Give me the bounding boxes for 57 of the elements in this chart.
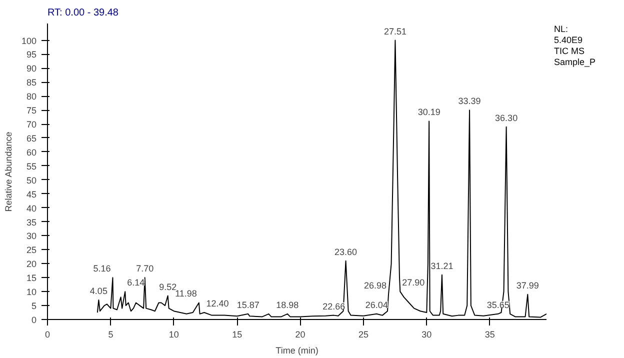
y-tick-label: 50 — [26, 175, 37, 186]
y-tick-label: 65 — [26, 133, 37, 144]
x-tick-label: 15 — [232, 330, 242, 340]
text: Sample_P — [554, 57, 596, 68]
annotation: 12.40 — [206, 298, 229, 309]
annotation: 6.14 — [127, 278, 145, 288]
text: 5.40E9 — [554, 35, 583, 46]
x-tick-label: 10 — [168, 330, 179, 340]
annotation: 4.05 — [90, 286, 108, 296]
y-tick-label: 55 — [26, 161, 37, 172]
annotation: 35.65 — [486, 300, 510, 310]
annotation: 15.87 — [236, 300, 260, 310]
x-tick-label: 5 — [108, 330, 114, 340]
annotation: 27.90 — [402, 278, 425, 288]
y-tick-label: 90 — [26, 64, 37, 74]
y-axis-title: Relative Abundance — [3, 132, 14, 212]
y-tick-label: 5 — [31, 301, 37, 312]
y-tick-label: 70 — [26, 120, 37, 130]
y-tick-label: 40 — [26, 203, 37, 214]
annotation: 5.16 — [93, 264, 111, 274]
annotation: 18.98 — [276, 300, 299, 310]
annotation: 33.39 — [458, 96, 481, 106]
annotation: 26.98 — [364, 280, 387, 290]
x-tick-label: 20 — [295, 330, 306, 340]
y-tick-label: 20 — [26, 259, 37, 270]
x-tick-label: 0 — [44, 330, 50, 340]
y-tick-label: 35 — [26, 217, 37, 228]
y-tick-label: 45 — [26, 189, 37, 200]
x-tick-label: 25 — [358, 330, 368, 340]
chart-title: RT: 0.00 - 39.48 — [48, 8, 119, 18]
text: NL: — [554, 24, 568, 35]
annotation: 9.52 — [159, 282, 177, 292]
annotation: 31.21 — [430, 260, 454, 271]
y-tick-label: 80 — [26, 92, 37, 102]
annotation: 22.66 — [322, 301, 346, 312]
y-tick-label: 0 — [31, 315, 37, 325]
annotation: 23.60 — [334, 246, 358, 257]
annotation: 36.30 — [495, 112, 518, 123]
annotation: 26.04 — [365, 300, 388, 310]
y-tick-label: 100 — [21, 36, 37, 46]
annotation: 7.70 — [136, 264, 154, 274]
annotation: 27.51 — [384, 26, 406, 36]
y-tick-label: 95 — [26, 50, 37, 60]
y-tick-label: 10 — [26, 287, 37, 298]
y-tick-label: 60 — [26, 147, 37, 158]
y-tick-label: 30 — [26, 231, 37, 242]
x-tick-label: 30 — [422, 330, 432, 340]
annotation: 30.19 — [418, 107, 440, 118]
y-tick-label: 75 — [26, 106, 37, 116]
text: TIC MS — [554, 46, 584, 57]
x-tick-label: 35 — [484, 330, 495, 340]
annotation: 37.99 — [516, 280, 539, 290]
annotation: 11.98 — [175, 288, 197, 299]
y-tick-label: 15 — [26, 273, 37, 284]
y-tick-label: 85 — [26, 78, 37, 88]
y-tick-label: 25 — [26, 245, 37, 256]
x-axis-title: Time (min) — [276, 346, 318, 356]
